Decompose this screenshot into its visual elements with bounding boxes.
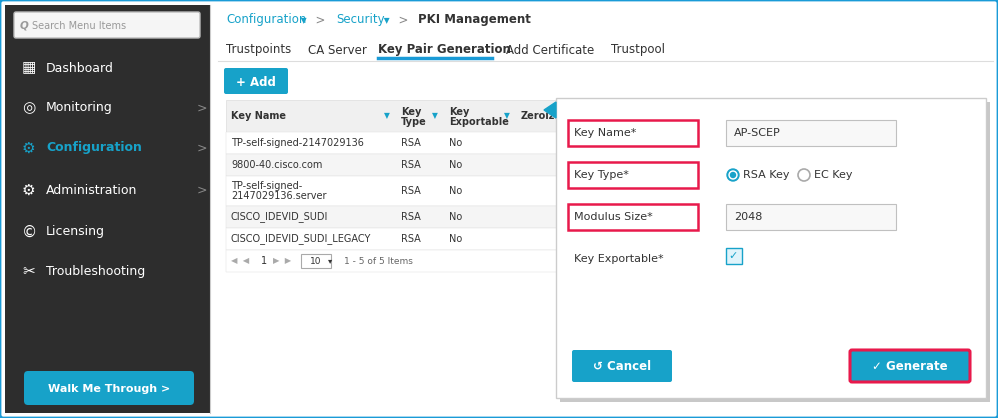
Text: 1: 1 <box>261 256 267 266</box>
Text: Zeroize: Zeroize <box>521 111 562 121</box>
Text: ©: © <box>22 224 37 240</box>
Text: Exportable: Exportable <box>449 117 509 127</box>
Text: >: > <box>308 13 333 26</box>
Text: EC Key: EC Key <box>814 170 852 180</box>
Text: ✓ Generate: ✓ Generate <box>872 359 948 372</box>
Text: Key Exportable*: Key Exportable* <box>574 254 664 264</box>
Text: + Add: + Add <box>237 76 275 89</box>
Text: Q: Q <box>20 21 29 31</box>
Text: RSA: RSA <box>401 138 421 148</box>
Text: ◎: ◎ <box>22 100 35 115</box>
Bar <box>560 102 990 402</box>
Polygon shape <box>544 102 556 118</box>
Bar <box>556 98 986 398</box>
Text: No: No <box>449 138 462 148</box>
Text: RSA Key: RSA Key <box>743 170 789 180</box>
Text: Add Certificate: Add Certificate <box>506 43 595 56</box>
Text: 2147029136.server: 2147029136.server <box>231 191 326 201</box>
Text: Configuration: Configuration <box>226 13 306 26</box>
Text: >: > <box>197 102 208 115</box>
Text: Modulus Size*: Modulus Size* <box>574 212 653 222</box>
Text: >: > <box>197 142 208 155</box>
Text: TP-self-signed-2147029136: TP-self-signed-2147029136 <box>231 138 364 148</box>
Text: No: No <box>449 234 462 244</box>
Text: ▾: ▾ <box>380 13 389 26</box>
Text: Key Name: Key Name <box>231 111 286 121</box>
Bar <box>226 100 586 132</box>
Text: Dashboard: Dashboard <box>46 61 114 74</box>
FancyBboxPatch shape <box>224 68 288 94</box>
Bar <box>226 176 586 206</box>
Text: ▦: ▦ <box>22 61 36 76</box>
Text: 1 - 5 of 5 Items: 1 - 5 of 5 Items <box>344 257 413 265</box>
Bar <box>568 162 698 188</box>
Text: Security: Security <box>336 13 384 26</box>
Text: ▼: ▼ <box>384 112 390 120</box>
Text: No: No <box>449 186 462 196</box>
Text: RSA: RSA <box>401 160 421 170</box>
Bar <box>726 248 742 264</box>
Text: Configuration: Configuration <box>46 142 142 155</box>
Text: ◀  ◀: ◀ ◀ <box>231 257 250 265</box>
Text: Type: Type <box>401 117 427 127</box>
Bar <box>5 5 210 413</box>
Bar <box>726 204 896 230</box>
Text: CA Server: CA Server <box>307 43 366 56</box>
Text: RSA: RSA <box>401 234 421 244</box>
Text: AP-SCEP: AP-SCEP <box>734 128 780 138</box>
Text: Licensing: Licensing <box>46 225 105 239</box>
Text: ▼: ▼ <box>504 112 510 120</box>
Text: ▼: ▼ <box>432 112 438 120</box>
Text: ▾: ▾ <box>328 257 332 265</box>
Bar <box>726 120 896 146</box>
Bar <box>226 228 586 250</box>
Text: Search Menu Items: Search Menu Items <box>32 21 126 31</box>
Text: ✂: ✂ <box>22 265 35 280</box>
Bar <box>568 120 698 146</box>
Text: 10: 10 <box>310 257 321 265</box>
Text: >: > <box>197 184 208 196</box>
Text: TP-self-signed-: TP-self-signed- <box>231 181 302 191</box>
FancyBboxPatch shape <box>572 350 672 382</box>
Text: >: > <box>391 13 416 26</box>
Text: Key: Key <box>401 107 421 117</box>
Circle shape <box>727 169 739 181</box>
Text: PKI Management: PKI Management <box>418 13 531 26</box>
FancyBboxPatch shape <box>24 371 194 405</box>
Text: Key Pair Generation: Key Pair Generation <box>378 43 511 56</box>
Text: Walk Me Through >: Walk Me Through > <box>48 384 170 394</box>
Text: No: No <box>449 160 462 170</box>
Bar <box>301 254 331 268</box>
Text: No: No <box>449 212 462 222</box>
Text: RSA: RSA <box>401 186 421 196</box>
Text: Monitoring: Monitoring <box>46 102 113 115</box>
Text: CISCO_IDEVID_SUDI_LEGACY: CISCO_IDEVID_SUDI_LEGACY <box>231 234 371 245</box>
Text: ▾: ▾ <box>297 13 307 26</box>
Text: Key Name*: Key Name* <box>574 128 637 138</box>
Text: Key Type*: Key Type* <box>574 170 629 180</box>
Text: 2048: 2048 <box>734 212 762 222</box>
Text: Trustpoints: Trustpoints <box>226 43 291 56</box>
Text: ▶  ▶: ▶ ▶ <box>273 257 291 265</box>
Bar <box>226 132 586 154</box>
Bar <box>226 250 586 272</box>
Text: Trustpool: Trustpool <box>611 43 666 56</box>
Text: ✓: ✓ <box>728 251 738 261</box>
Bar <box>226 206 586 228</box>
Circle shape <box>729 171 737 179</box>
Text: 9800-40.cisco.com: 9800-40.cisco.com <box>231 160 322 170</box>
Text: Troubleshooting: Troubleshooting <box>46 265 146 278</box>
FancyBboxPatch shape <box>14 12 200 38</box>
Text: ⚙: ⚙ <box>22 183 36 197</box>
FancyBboxPatch shape <box>850 350 970 382</box>
Text: Administration: Administration <box>46 184 138 196</box>
Text: ⚙: ⚙ <box>22 140 36 155</box>
Bar <box>226 154 586 176</box>
Bar <box>568 204 698 230</box>
Text: Key: Key <box>449 107 469 117</box>
Text: ↺ Cancel: ↺ Cancel <box>593 359 651 372</box>
Text: RSA: RSA <box>401 212 421 222</box>
Circle shape <box>731 173 736 178</box>
Text: CISCO_IDEVID_SUDI: CISCO_IDEVID_SUDI <box>231 212 328 222</box>
